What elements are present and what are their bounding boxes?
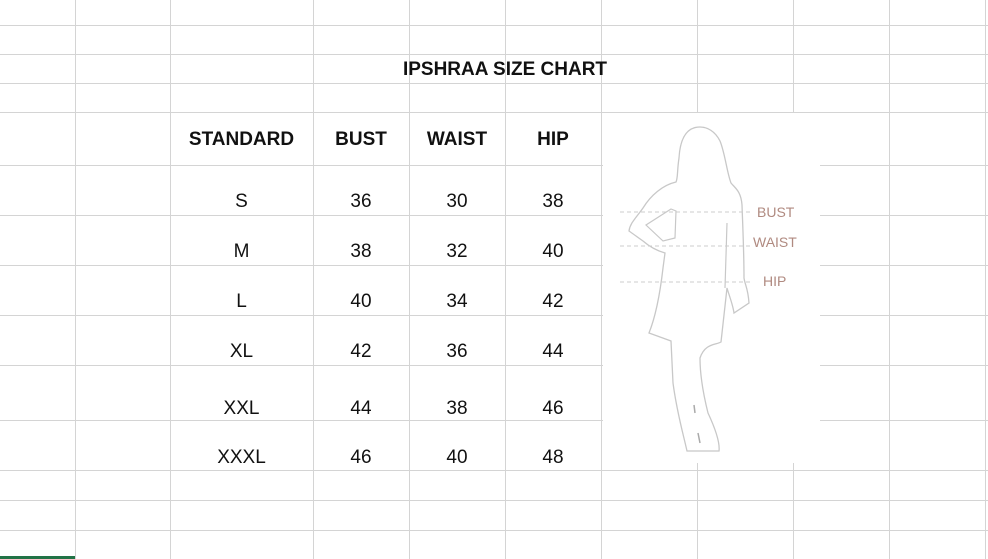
column-gridline bbox=[313, 0, 314, 559]
chart-title: IPSHRAA SIZE CHART bbox=[402, 59, 608, 80]
table-cell[interactable]: 42 bbox=[350, 341, 372, 362]
header-standard: STANDARD bbox=[188, 129, 295, 150]
table-cell[interactable]: XXXL bbox=[217, 447, 266, 468]
active-sheet-tab[interactable] bbox=[0, 556, 75, 559]
table-cell[interactable]: 34 bbox=[446, 291, 468, 312]
table-cell[interactable]: 40 bbox=[350, 291, 372, 312]
table-cell[interactable]: 40 bbox=[446, 447, 468, 468]
row-gridline bbox=[0, 165, 988, 166]
column-gridline bbox=[985, 0, 986, 559]
table-cell[interactable]: S bbox=[235, 191, 248, 212]
table-cell[interactable]: 40 bbox=[542, 241, 564, 262]
row-gridline bbox=[0, 112, 988, 113]
row-gridline bbox=[0, 365, 988, 366]
column-gridline bbox=[505, 0, 506, 559]
body-measurement-figure: BUST WAIST HIP bbox=[603, 113, 820, 463]
row-gridline bbox=[0, 315, 988, 316]
table-cell[interactable]: 38 bbox=[446, 398, 468, 419]
silhouette-icon bbox=[620, 126, 753, 452]
row-gridline bbox=[0, 215, 988, 216]
row-gridline bbox=[0, 420, 988, 421]
row-gridline bbox=[0, 83, 988, 84]
waist-label: WAIST bbox=[753, 234, 797, 250]
column-gridline bbox=[75, 0, 76, 559]
hip-label: HIP bbox=[763, 273, 787, 289]
table-cell[interactable]: 38 bbox=[542, 191, 564, 212]
table-cell[interactable]: 44 bbox=[350, 398, 372, 419]
row-gridline bbox=[0, 54, 988, 55]
row-gridline bbox=[0, 470, 988, 471]
row-gridline bbox=[0, 500, 988, 501]
header-hip: HIP bbox=[537, 129, 569, 150]
header-waist: WAIST bbox=[426, 129, 488, 150]
table-cell[interactable]: 46 bbox=[350, 447, 372, 468]
table-cell[interactable]: XXL bbox=[223, 398, 260, 419]
table-cell[interactable]: 36 bbox=[446, 341, 468, 362]
row-gridline bbox=[0, 25, 988, 26]
table-cell[interactable]: 30 bbox=[446, 191, 468, 212]
table-cell[interactable]: 36 bbox=[350, 191, 372, 212]
table-cell[interactable]: M bbox=[233, 241, 250, 262]
header-bust: BUST bbox=[335, 129, 387, 150]
table-cell[interactable]: XL bbox=[229, 341, 254, 362]
table-cell[interactable]: 38 bbox=[350, 241, 372, 262]
column-gridline bbox=[601, 0, 602, 559]
row-gridline bbox=[0, 530, 988, 531]
row-gridline bbox=[0, 265, 988, 266]
table-cell[interactable]: L bbox=[236, 291, 247, 312]
table-cell[interactable]: 44 bbox=[542, 341, 564, 362]
column-gridline bbox=[409, 0, 410, 559]
table-cell[interactable]: 46 bbox=[542, 398, 564, 419]
table-cell[interactable]: 32 bbox=[446, 241, 468, 262]
table-cell[interactable]: 42 bbox=[542, 291, 564, 312]
column-gridline bbox=[889, 0, 890, 559]
table-cell[interactable]: 48 bbox=[542, 447, 564, 468]
column-gridline bbox=[170, 0, 171, 559]
bust-label: BUST bbox=[757, 204, 795, 220]
